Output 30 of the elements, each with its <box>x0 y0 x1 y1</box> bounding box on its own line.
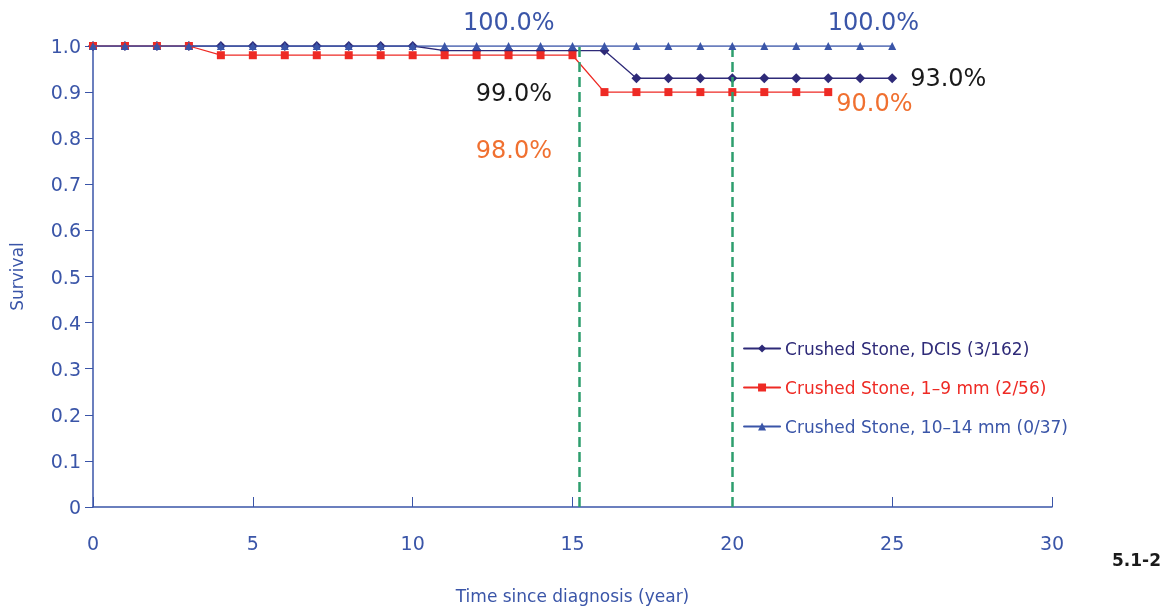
x-tick-label: 10 <box>400 531 425 554</box>
text: 5.1-2 <box>1112 549 1161 570</box>
y-tick-label: 1.0 <box>50 35 81 57</box>
annotation: 100.0% <box>462 8 555 36</box>
y-tick-label: 0.7 <box>50 173 81 196</box>
y-tick-label: 0.4 <box>50 311 81 334</box>
y-tick-label: 0.3 <box>50 357 81 380</box>
legend-label: Crushed Stone, 1–9 mm (2/56) <box>785 377 1047 398</box>
y-tick-label: 0.2 <box>50 403 81 426</box>
legend-label: Crushed Stone, DCIS (3/162) <box>785 338 1030 359</box>
y-axis-title: Survival <box>6 242 27 311</box>
x-tick-label: 20 <box>720 531 745 554</box>
x-tick-label: 30 <box>1039 531 1065 554</box>
y-tick-label: 0.8 <box>50 127 81 150</box>
y-tick-label: 0.1 <box>50 449 81 472</box>
x-tick-label: 5 <box>246 531 259 554</box>
x-tick-label: 25 <box>880 531 905 554</box>
x-tick-label: 15 <box>560 531 585 554</box>
x-tick-label: 0 <box>86 531 100 554</box>
annotation: 98.0% <box>475 136 552 164</box>
annotation: 90.0% <box>836 89 913 118</box>
y-tick-label: 0 <box>68 496 81 518</box>
annotation: 93.0% <box>910 64 987 93</box>
annotation: 99.0% <box>475 79 552 107</box>
x-axis-title: Time since diagnosis (year) <box>454 585 690 606</box>
y-tick-label: 0.5 <box>50 265 81 288</box>
y-tick-label: 0.9 <box>50 81 81 104</box>
annotation: 100.0% <box>827 8 920 36</box>
y-tick-label: 0.6 <box>50 219 81 242</box>
legend-label: Crushed Stone, 10–14 mm (0/37) <box>785 416 1068 437</box>
